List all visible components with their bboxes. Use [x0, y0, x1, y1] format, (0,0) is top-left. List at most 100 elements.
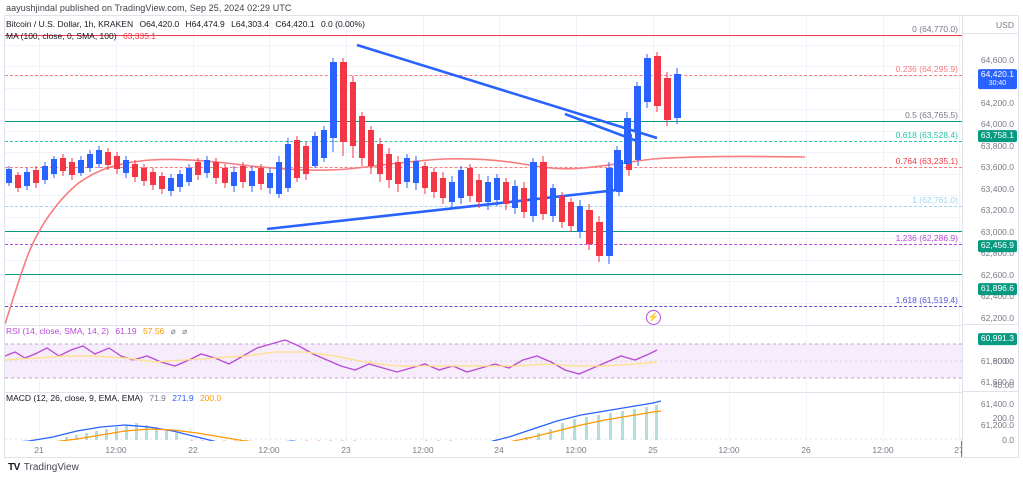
price-tick: 64,600.0 — [980, 55, 1014, 65]
time-tick: 12:00 — [872, 445, 894, 455]
grid-line-horizontal — [5, 109, 962, 110]
tradingview-wordmark: TradingView — [23, 462, 79, 473]
grid-line-horizontal — [5, 238, 962, 239]
grid-line-vertical — [499, 16, 500, 455]
grid-line-horizontal — [5, 195, 962, 196]
ma-legend[interactable]: MA (100, close, 0, SMA, 100) 63,335.1 — [6, 31, 156, 41]
rsi-series-svg — [5, 339, 962, 379]
fib-line — [5, 121, 962, 122]
rsi-ma-value: 57.56 — [143, 326, 165, 336]
price-tick: 62,400.0 — [980, 291, 1014, 301]
grid-line-vertical — [729, 16, 730, 455]
level-badge-63758[interactable]: 63,758.1 — [977, 130, 1017, 142]
axis-divider — [963, 391, 1018, 392]
macd-tick-0: 0.0 — [1002, 435, 1014, 445]
macd-legend[interactable]: MACD (12, 26, close, 9, EMA, EMA) 71.9 2… — [6, 393, 221, 403]
time-axis-divider — [961, 441, 962, 457]
rsi-settings-icon[interactable]: ⌀ — [182, 326, 188, 336]
axis-divider — [963, 324, 1018, 325]
rsi-line — [5, 339, 658, 375]
fib-line — [5, 167, 962, 168]
rsi-title: RSI (14, close, SMA, 14, 2) — [6, 326, 109, 336]
grid-line-vertical — [423, 16, 424, 455]
grid-line-vertical — [269, 16, 270, 455]
fib-label: 0.236 (64,295.9) — [895, 64, 958, 74]
time-tick: 23 — [341, 445, 351, 455]
price-tick: 64,200.0 — [980, 98, 1014, 108]
fib-line — [5, 244, 962, 245]
close-value: C64,420.1 — [275, 19, 315, 29]
price-tick: 63,800.0 — [980, 141, 1014, 151]
time-tick: 25 — [648, 445, 658, 455]
macd-title: MACD (12, 26, close, 9, EMA, EMA) — [6, 393, 143, 403]
grid-line-horizontal — [5, 45, 962, 46]
time-axis[interactable]: 21 12:00 22 12:00 23 12:00 24 12:00 25 1… — [4, 441, 1019, 458]
price-series-svg — [5, 43, 806, 324]
axis-divider — [963, 33, 1018, 34]
fib-line — [5, 306, 962, 307]
fib-line — [5, 35, 962, 36]
countdown-timer: 30:40 — [988, 79, 1007, 87]
rsi-legend[interactable]: RSI (14, close, SMA, 14, 2) 61.19 57.56 … — [6, 326, 187, 337]
macd-hist-value: 71.9 — [149, 393, 166, 403]
grid-line-horizontal — [5, 88, 962, 89]
macd-signal-value: 200.0 — [199, 393, 222, 403]
level-badge-60991[interactable]: 60,991.3 — [977, 333, 1017, 345]
lightning-bolt-icon[interactable]: ⚡ — [646, 310, 661, 325]
fib-label: 1.618 (61,519.4) — [895, 295, 958, 305]
rsi-tick-60: 60.00 — [992, 356, 1014, 366]
fib-line — [5, 75, 962, 76]
rsi-eye-icon[interactable]: ⌀ — [170, 326, 176, 336]
chart-frame: 0 (64,770.0) 0.236 (64,295.9) 0.5 (63,76… — [4, 15, 1019, 456]
grid-line-vertical — [806, 16, 807, 455]
fib-line — [5, 206, 962, 207]
price-tick: 64,000.0 — [980, 119, 1014, 129]
rsi-pane[interactable] — [5, 325, 962, 391]
tradingview-logo[interactable]: TV TradingView — [8, 462, 79, 473]
price-tick: 62,600.0 — [980, 270, 1014, 280]
grid-line-vertical — [193, 16, 194, 455]
price-tick: 63,000.0 — [980, 227, 1014, 237]
grid-line-vertical — [116, 16, 117, 455]
price-tick: 63,400.0 — [980, 184, 1014, 194]
plot-area[interactable]: 0 (64,770.0) 0.236 (64,295.9) 0.5 (63,76… — [5, 16, 962, 455]
macd-tick-200: 200.0 — [992, 413, 1014, 423]
grid-line-horizontal — [5, 260, 962, 261]
time-tick: 24 — [494, 445, 504, 455]
attribution-text: aayushjindal published on TradingView.co… — [6, 3, 292, 13]
support-line — [5, 274, 962, 275]
time-tick: 12:00 — [412, 445, 434, 455]
time-tick: 22 — [188, 445, 198, 455]
level-badge-61896[interactable]: 61,896.6 — [977, 283, 1017, 295]
fib-label: 1 (62,761.0) — [912, 195, 958, 205]
price-tick: 61,400.0 — [980, 399, 1014, 409]
grid-line-vertical — [959, 16, 960, 455]
grid-line-vertical — [576, 16, 577, 455]
level-badge-62456[interactable]: 62,456.9 — [977, 240, 1017, 252]
grid-line-horizontal — [5, 174, 962, 175]
open-value: O64,420.0 — [139, 19, 180, 29]
current-price-badge[interactable]: 64,420.1 30:40 — [977, 69, 1017, 89]
price-tick: 62,200.0 — [980, 313, 1014, 323]
fib-label: 1.236 (62,286.9) — [895, 233, 958, 243]
grid-line-vertical — [39, 16, 40, 455]
rsi-tick-40: 40.00 — [992, 380, 1014, 390]
time-tick: 12:00 — [565, 445, 587, 455]
grid-line-horizontal — [5, 131, 962, 132]
change-value: 0.0 (0.00%) — [320, 19, 365, 29]
price-axis[interactable]: USD 64,600.0 64,400.0 64,200.0 64,000.0 … — [962, 16, 1018, 455]
symbol-legend[interactable]: Bitcoin / U.S. Dollar, 1h, KRAKEN O64,42… — [6, 19, 365, 29]
rsi-ma-line — [5, 351, 658, 367]
grid-line-vertical — [883, 16, 884, 455]
ma-value: 63,335.1 — [122, 31, 157, 41]
low-value: L64,303.4 — [231, 19, 269, 29]
time-tick: 12:00 — [718, 445, 740, 455]
price-tick: 61,600.0 — [980, 377, 1014, 387]
tradingview-mark-icon: TV — [8, 462, 20, 473]
ma-title: MA (100, close, 0, SMA, 100) — [6, 31, 117, 41]
grid-line-vertical — [346, 16, 347, 455]
currency-label: USD — [996, 20, 1014, 30]
high-value: H64,474.9 — [185, 19, 225, 29]
price-pane[interactable]: 0 (64,770.0) 0.236 (64,295.9) 0.5 (63,76… — [5, 16, 962, 324]
